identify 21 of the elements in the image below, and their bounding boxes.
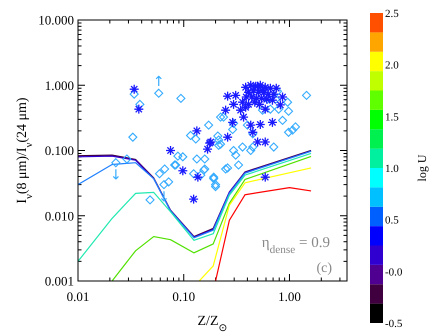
- y-tick-label: 10.000: [38, 12, 74, 28]
- color-bar-label: -0.0: [385, 266, 403, 278]
- y-tick-label: 0.001: [44, 274, 74, 288]
- color-bar-label: 1.0: [385, 163, 400, 175]
- annotation: η$_{dense}$ = 0.9: [262, 235, 330, 256]
- color-bar-label: 2.5: [385, 8, 400, 20]
- x-tick-label: 0.01: [66, 289, 90, 304]
- y-tick-label: 0.100: [44, 143, 74, 158]
- color-bar-title: log U: [415, 154, 429, 182]
- color-bar-label: 1.5: [385, 111, 400, 124]
- x-tick-label: 1.00: [278, 289, 301, 304]
- y-tick-label: 0.010: [44, 208, 74, 224]
- color-bar-label: -0.5: [385, 318, 403, 330]
- annotation: (c): [316, 261, 332, 276]
- annotation: ↓: [110, 168, 122, 184]
- x-tick-label: 0.10: [172, 289, 196, 304]
- x-axis-title: Z/Z$_{⊙}$: [198, 314, 228, 332]
- color-bar-label: 2.0: [385, 60, 400, 72]
- color-bar-label: 0.5: [385, 214, 400, 227]
- annotation: ↑: [152, 74, 165, 90]
- y-tick-label: 1.000: [44, 78, 74, 93]
